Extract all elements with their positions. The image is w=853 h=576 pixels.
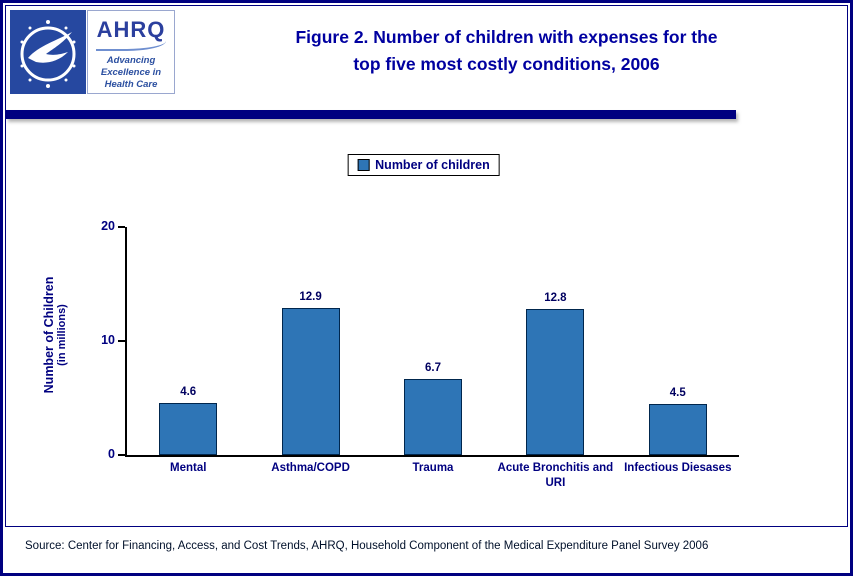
legend-label: Number of children	[375, 158, 490, 172]
y-tick-label: 10	[101, 333, 115, 347]
y-tick-label: 0	[108, 447, 115, 461]
bar-acute-bronchitis-and-uri	[526, 309, 585, 455]
figure-title-line2: top five most costly conditions, 2006	[353, 54, 660, 75]
ahrq-tagline-line1: Advancing	[106, 55, 156, 66]
figure-title: Figure 2. Number of children with expens…	[186, 24, 827, 78]
bar-mental	[159, 402, 218, 455]
ahrq-acronym: AHRQ	[96, 17, 166, 42]
ahrq-swoosh-icon	[96, 41, 166, 51]
category-label: Asthma/COPD	[271, 462, 350, 474]
ahrq-tagline: Advancing Excellence in Health Care	[88, 55, 174, 91]
y-tick-mark	[118, 454, 125, 456]
bar-value-label: 4.6	[180, 385, 197, 398]
y-axis-title-main: Number of Children	[42, 276, 56, 394]
hhs-eagle-icon	[10, 10, 86, 94]
header-divider	[6, 110, 736, 119]
category-label: Infectious Diesases	[624, 462, 732, 474]
bar-value-label: 4.5	[669, 386, 686, 399]
bar-value-label: 6.7	[424, 361, 441, 374]
bar-asthma-copd	[281, 307, 340, 455]
footer: Source: Center for Financing, Access, an…	[5, 527, 848, 565]
category-label: Acute Bronchitis and URI	[497, 462, 614, 489]
bar-trauma	[404, 378, 462, 455]
category-label: Mental	[169, 462, 207, 474]
category-label: Trauma	[412, 462, 454, 474]
y-axis-title-sub: (in millions)	[56, 304, 68, 366]
y-tick-label: 20	[101, 219, 115, 233]
chart-legend: Number of children	[347, 154, 500, 176]
bar-value-label: 12.8	[544, 292, 567, 305]
hhs-logo	[10, 10, 86, 94]
inner-frame: AHRQ Advancing Excellence in Health Care…	[5, 5, 848, 527]
y-tick-mark	[118, 340, 125, 342]
figure-title-line1: Figure 2. Number of children with expens…	[295, 27, 718, 47]
plot-area: 0 10 20 4.6 Mental 12.9 Asthma/COPD 6.7 Trauma 12…	[101, 219, 739, 489]
y-axis-title: Number of Children (in millions)	[42, 232, 68, 438]
ahrq-logo: AHRQ Advancing Excellence in Health Care	[87, 10, 175, 94]
bar-infectious-diesases	[648, 403, 707, 455]
legend-swatch-icon	[357, 159, 370, 171]
bar-value-label: 12.9	[299, 290, 322, 303]
ahrq-tagline-line3: Health Care	[104, 78, 158, 90]
footer-source: Source: Center for Financing, Access, an…	[25, 540, 709, 552]
y-tick-mark	[118, 226, 125, 228]
ahrq-tagline-line2: Excellence in	[100, 66, 162, 78]
